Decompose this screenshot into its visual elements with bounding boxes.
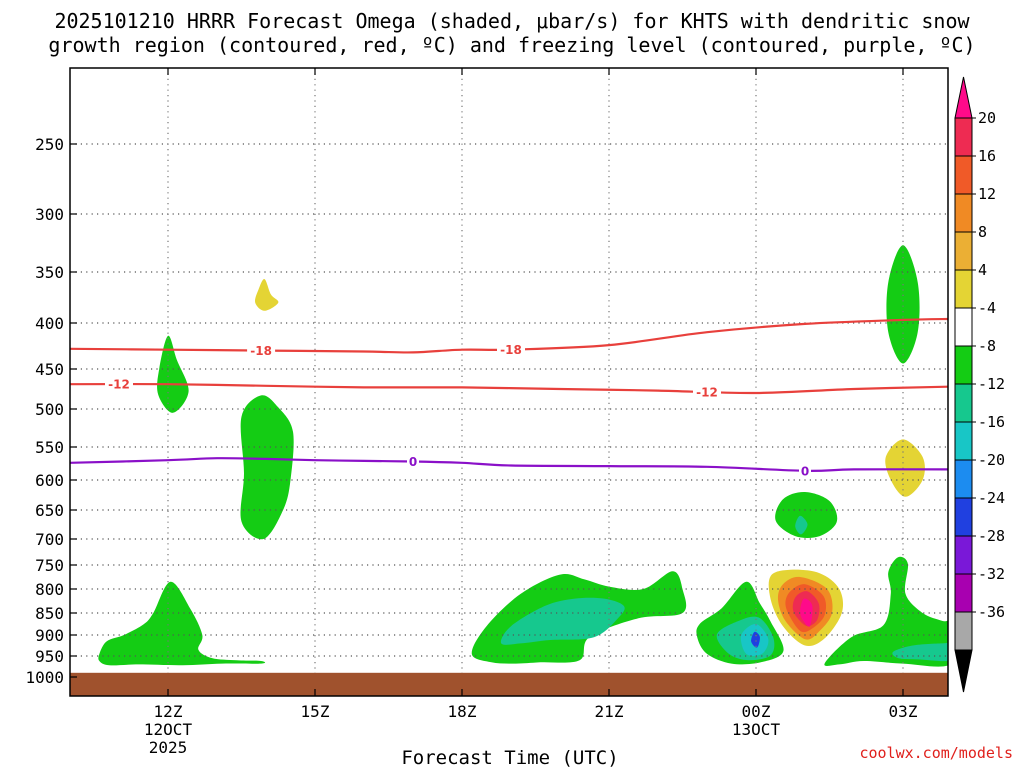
omega-region-yellow-blob-14z [254, 279, 279, 311]
y-tick-850: 850 [35, 604, 64, 623]
contour-label-freezing-level-0: 0 [409, 455, 417, 469]
omega-region-green-blob-01z [775, 491, 838, 538]
colorbar-bin-10 [954, 497, 973, 537]
omega-region-magenta-core-01z [800, 598, 813, 627]
colorbar-bin-13 [954, 611, 973, 651]
gridlines [70, 68, 948, 696]
omega-region-green-low-12z [98, 581, 266, 666]
colorbar-tick--36: -36 [978, 603, 1005, 621]
colorbar-bin-7 [954, 383, 973, 423]
colorbar-tick--32: -32 [978, 565, 1005, 583]
y-tick-800: 800 [35, 580, 64, 599]
y-tick-550: 550 [35, 438, 64, 457]
colorbar-bin-8 [954, 421, 973, 461]
x-tick-15Z-line0: 15Z [301, 702, 330, 721]
contour-dgz-12 [70, 382, 948, 395]
colorbar-tick--12: -12 [978, 375, 1005, 393]
contour-label-bg-dgz-18-1 [497, 342, 525, 357]
colorbar-top-arrow [954, 76, 973, 119]
contour-label-bg-dgz-18-0 [247, 343, 276, 358]
colorbar-bin-1 [954, 155, 973, 195]
x-tick-12Z-line0: 12Z [154, 702, 183, 721]
x-tick-00Z-line0: 00Z [742, 702, 771, 721]
contour-layer: -18 -18 -12 -12 0 0 [70, 317, 948, 478]
contour-label-freezing-level-1: 0 [801, 464, 809, 478]
colorbar-bin-0 [954, 117, 973, 157]
x-tick-12Z-line2: 2025 [149, 738, 188, 757]
contour-label-bg-freezing-level-0 [407, 454, 419, 469]
colorbar-tick--16: -16 [978, 413, 1005, 431]
y-tick-750: 750 [35, 556, 64, 575]
y-tick-950: 950 [35, 647, 64, 666]
contour-label-dgz-18-0: -18 [250, 344, 272, 358]
colorbar-bin-11 [954, 535, 973, 575]
colorbar-bottom-arrow [954, 649, 973, 693]
chart-title-line2: growth region (contoured, red, ºC) and f… [48, 33, 975, 57]
omega-region-yellow-blob-03z [885, 439, 925, 497]
colorbar-bin-6 [954, 345, 973, 385]
colorbar-bin-2 [954, 193, 973, 233]
contour-label-bg-dgz-12-0 [105, 377, 133, 392]
omega-shading-layer [98, 245, 948, 667]
colorbar-tick-16: 16 [978, 147, 996, 165]
y-tick-450: 450 [35, 360, 64, 379]
y-tick-500: 500 [35, 400, 64, 419]
y-tick-1000: 1000 [25, 668, 64, 687]
colorbar-tick--4: -4 [978, 299, 996, 317]
omega-region-blue-core-00z [751, 631, 760, 648]
y-tick-600: 600 [35, 471, 64, 490]
colorbar-tick--8: -8 [978, 337, 996, 355]
contour-freezing-level [70, 457, 948, 472]
y-tick-300: 300 [35, 205, 64, 224]
colorbar-tick--28: -28 [978, 527, 1005, 545]
y-tick-400: 400 [35, 314, 64, 333]
y-axis: 250 300 350 400 450 500 550 600 650 700 750 800 850 9… [25, 135, 77, 687]
plot-frame [69, 67, 949, 697]
x-tick-03Z-line0: 03Z [889, 702, 918, 721]
y-tick-700: 700 [35, 530, 64, 549]
x-tick-18Z-line0: 18Z [448, 702, 477, 721]
chart-title-line1: 2025101210 HRRR Forecast Omega (shaded, … [54, 9, 970, 33]
colorbar-bin-4 [954, 269, 973, 309]
x-tick-00Z-line1: 13OCT [732, 720, 781, 739]
contour-dgz-18 [70, 317, 948, 354]
omega-region-green-blob-12z-upper [157, 335, 189, 413]
x-tick-21Z-line0: 21Z [595, 702, 624, 721]
y-tick-900: 900 [35, 626, 64, 645]
contour-label-bg-freezing-level-1 [799, 463, 811, 478]
y-tick-650: 650 [35, 501, 64, 520]
colorbar-tick-4: 4 [978, 261, 987, 279]
colorbar-tick-12: 12 [978, 185, 996, 203]
colorbar-bin-12 [954, 573, 973, 613]
contour-label-dgz-12-1: -12 [696, 385, 718, 399]
colorbar-tick-8: 8 [978, 223, 987, 241]
credit-text: coolwx.com/models [859, 744, 1013, 762]
contour-label-dgz-12-0: -12 [108, 378, 130, 392]
colorbar-tick--20: -20 [978, 451, 1005, 469]
colorbar-bin-5 [954, 307, 973, 347]
omega-region-green-column-14z [240, 395, 294, 540]
y-tick-250: 250 [35, 135, 64, 154]
colorbar-tick-20: 20 [978, 109, 996, 127]
x-axis-label: Forecast Time (UTC) [401, 747, 618, 768]
omega-region-teal-low-20z [500, 597, 625, 645]
x-tick-12Z-line1: 12OCT [144, 720, 193, 739]
colorbar-bin-9 [954, 459, 973, 499]
omega-region-teal-blob-01z [795, 515, 808, 535]
colorbar-bin-3 [954, 231, 973, 271]
colorbar-tick--24: -24 [978, 489, 1005, 507]
omega-region-green-column-03z [886, 245, 920, 364]
omega-region-green-low-03z [824, 556, 948, 667]
colorbar: 20 16 12 8 4 -4 -8 -12 -16 -20 -24 -28 -32 -36 [954, 76, 1005, 693]
ground-layer [70, 672, 948, 696]
contour-label-bg-dgz-12-1 [693, 384, 721, 399]
y-tick-350: 350 [35, 263, 64, 282]
contour-label-dgz-18-1: -18 [500, 343, 522, 357]
